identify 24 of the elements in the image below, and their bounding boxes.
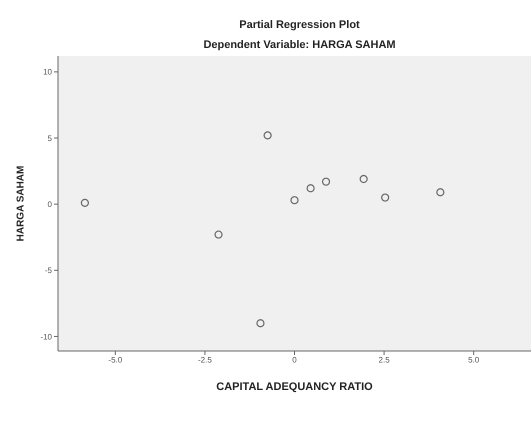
point [381, 193, 390, 202]
y-tick-label: -10 [40, 332, 53, 342]
x-axis-title: CAPITAL ADEQUANCY RATIO [216, 381, 374, 393]
x-tick-label: -2.5 [198, 356, 212, 365]
y-axis-title: HARGA SAHAM [16, 166, 27, 242]
x-tick-label: 2.5 [378, 356, 390, 365]
y-tick-label: -5 [44, 266, 53, 276]
point [322, 178, 330, 186]
y-tick-label: 5 [48, 134, 53, 143]
point [264, 131, 272, 140]
point [80, 198, 89, 207]
x-tick-label: 5.0 [468, 356, 480, 365]
point [214, 230, 223, 239]
point [290, 196, 299, 204]
x-tick-label: -5.0 [108, 356, 123, 365]
chart-title: Partial Regression Plot [239, 19, 360, 31]
chart-subtitle: Dependent Variable: HARGA SAHAM [203, 39, 396, 51]
point [256, 319, 265, 328]
point [306, 184, 315, 192]
point [436, 188, 444, 196]
y-tick-label: 10 [43, 68, 53, 77]
x-tick-label: 0 [292, 356, 298, 365]
point [360, 174, 368, 184]
y-tick-label: 0 [48, 200, 53, 209]
